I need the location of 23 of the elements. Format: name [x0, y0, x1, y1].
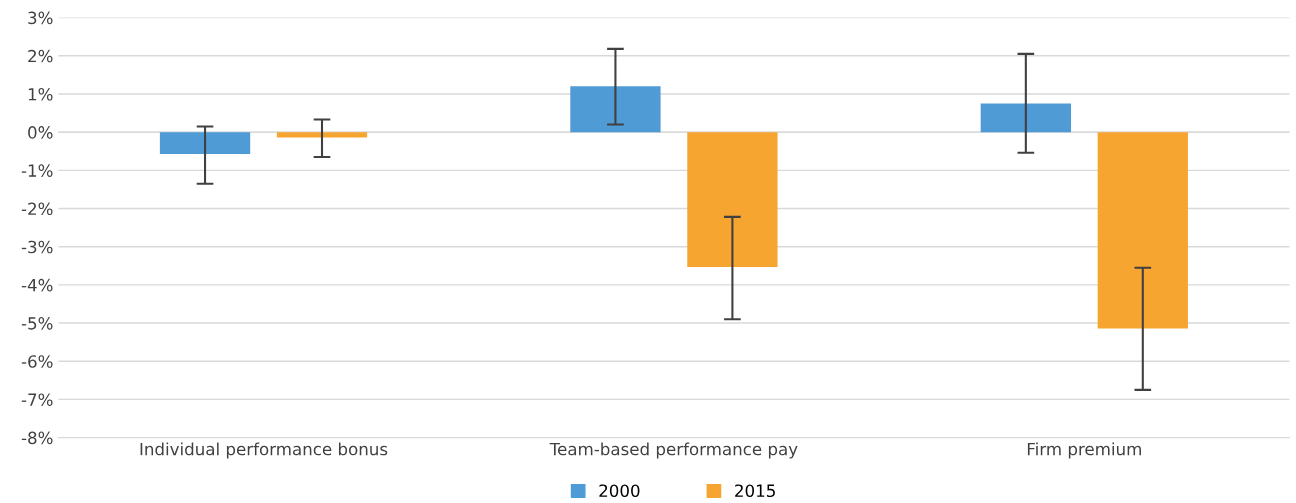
y-tick-label: 1% [28, 87, 53, 101]
bar [570, 86, 661, 133]
y-tick-label: 0% [28, 126, 53, 139]
y-tick-label: 2% [28, 49, 53, 63]
legend-label: 2000 [599, 484, 640, 498]
legend-label: 2015 [735, 484, 775, 498]
bar [980, 103, 1071, 133]
x-tick-label: Firm premium [1027, 442, 1141, 459]
y-tick-label: -7% [21, 393, 53, 406]
bar [159, 132, 251, 154]
x-tick-label: Individual performance bonus [140, 442, 388, 459]
bar [276, 132, 368, 138]
y-tick-label: -3% [21, 240, 53, 254]
x-tick-label: Team-based performance pay [549, 442, 798, 459]
bar [687, 132, 778, 267]
y-tick-label: -4% [21, 278, 53, 292]
y-tick-label: 3% [28, 11, 53, 25]
y-tick-label: -5% [21, 317, 53, 330]
y-tick-label: -6% [21, 355, 53, 368]
y-tick-label: -8% [21, 431, 53, 445]
y-tick-label: -1% [21, 164, 53, 177]
bar [1097, 132, 1188, 329]
y-tick-label: -2% [21, 202, 53, 216]
